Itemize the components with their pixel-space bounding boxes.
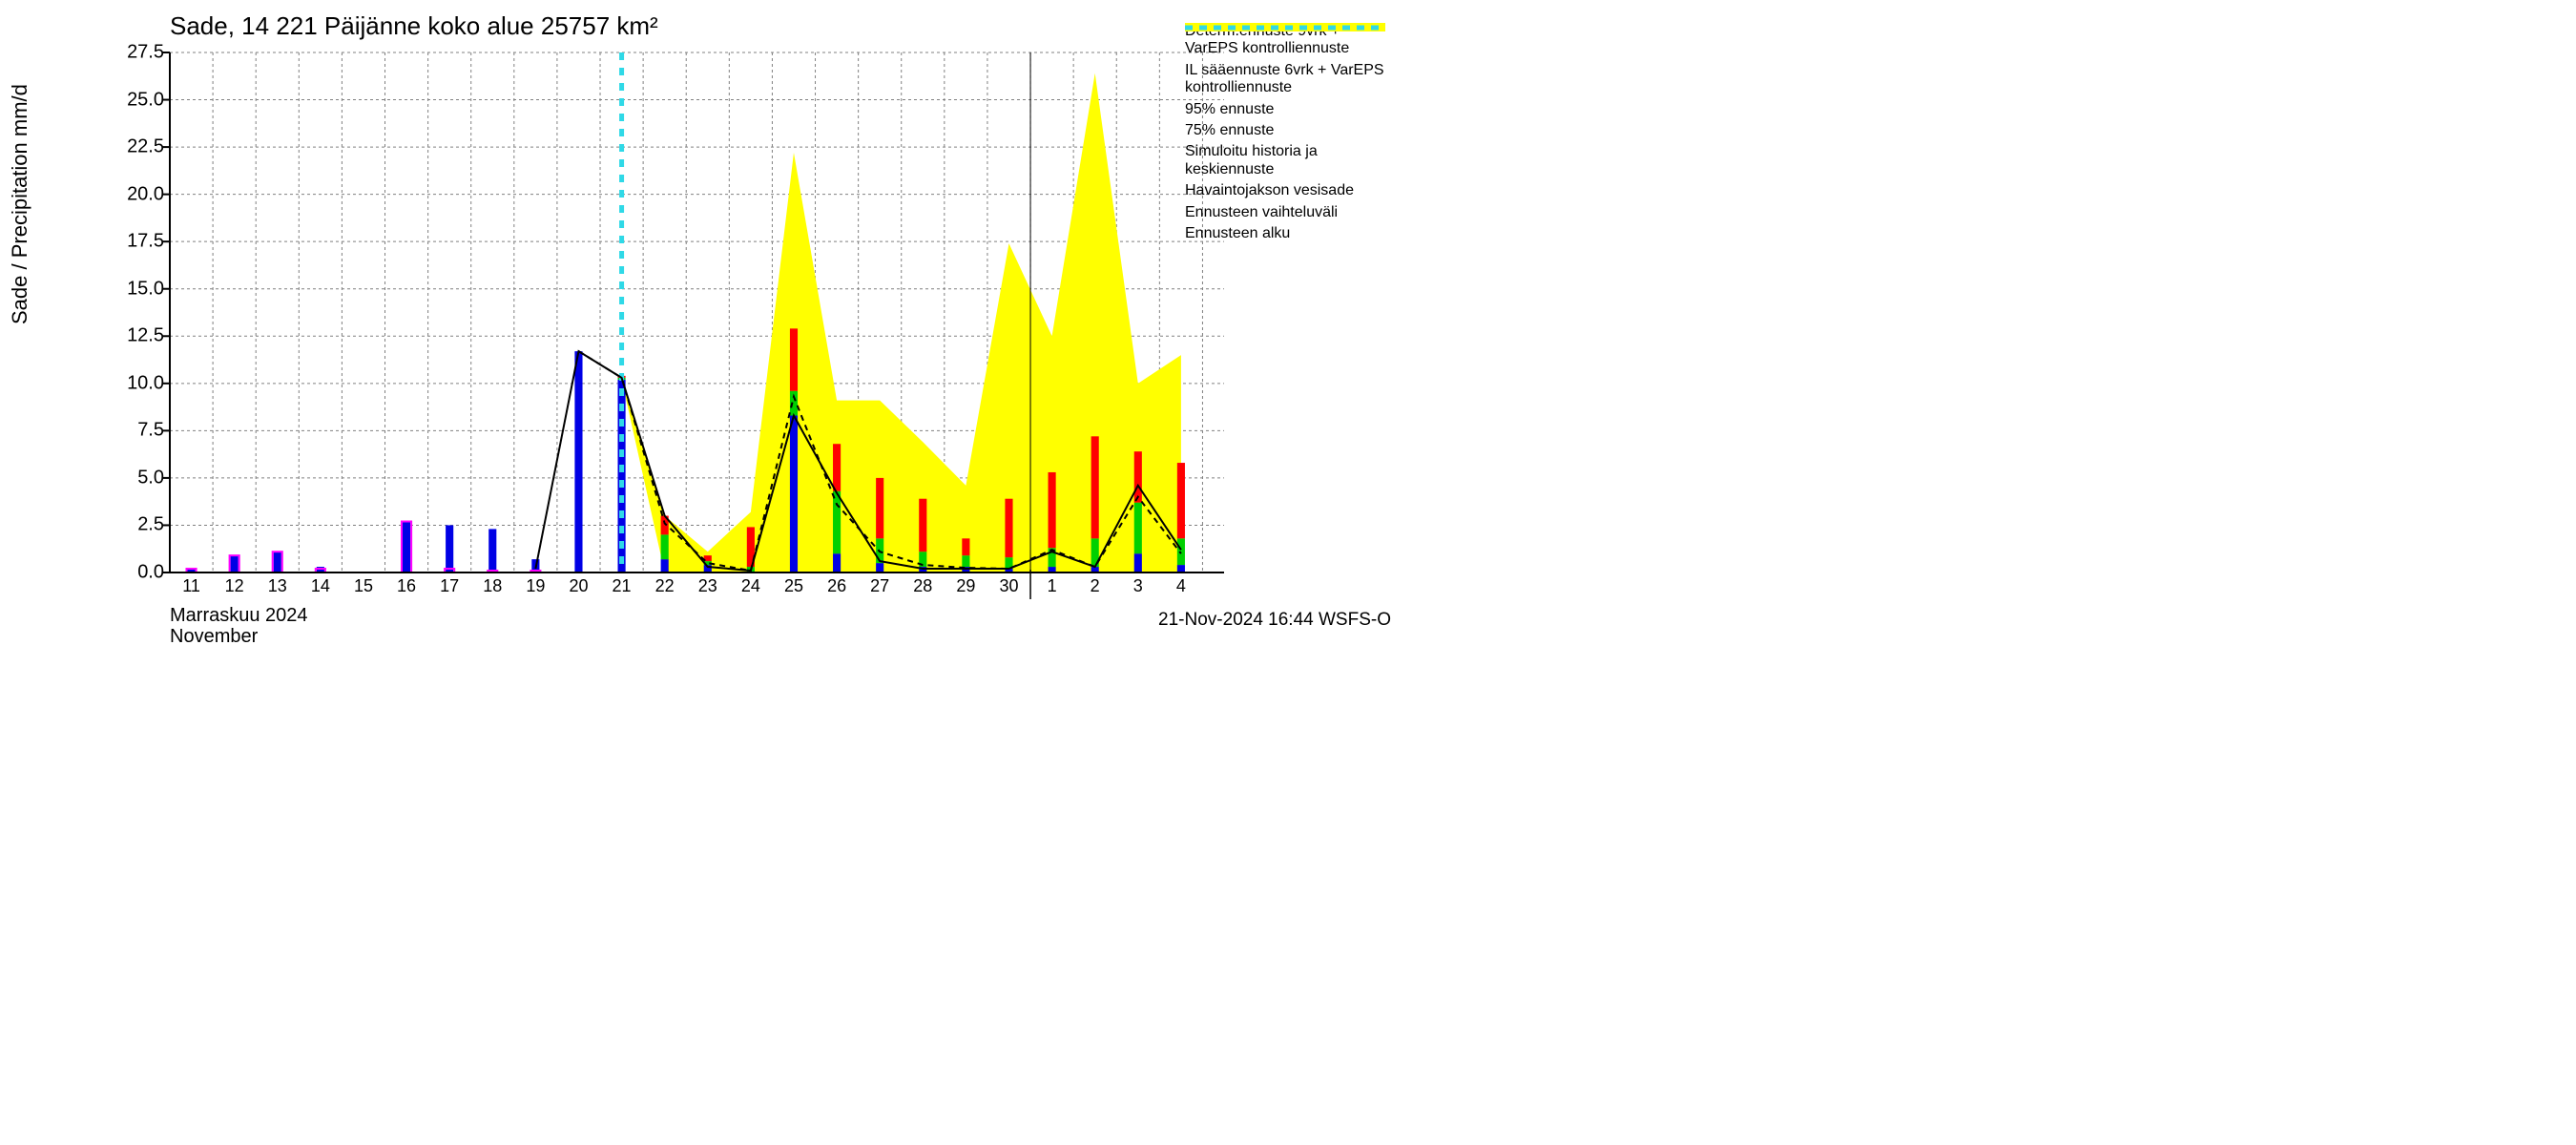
xtick-label: 18 xyxy=(483,576,502,596)
xtick-label: 16 xyxy=(397,576,416,596)
legend-label: IL sääennuste 6vrk + VarEPS kontrollienn… xyxy=(1185,62,1395,97)
ytick-label: 17.5 xyxy=(127,231,164,253)
precipitation-chart: Sade, 14 221 Päijänne koko alue 25757 km… xyxy=(0,0,1402,635)
ytick-label: 25.0 xyxy=(127,89,164,111)
xtick-label: 26 xyxy=(827,576,846,596)
xtick-label: 27 xyxy=(870,576,889,596)
ytick-label: 12.5 xyxy=(127,325,164,347)
legend-item: Ennusteen vaihteluväli xyxy=(1185,204,1395,221)
legend-swatch xyxy=(1185,23,1385,32)
xtick-label: 15 xyxy=(354,576,373,596)
ytick-label: 5.0 xyxy=(137,467,164,489)
ytick-label: 15.0 xyxy=(127,278,164,300)
xtick-label: 23 xyxy=(698,576,717,596)
xtick-label: 25 xyxy=(784,576,803,596)
xtick-label: 3 xyxy=(1133,576,1143,596)
ytick-label: 27.5 xyxy=(127,42,164,64)
xtick-label: 13 xyxy=(268,576,287,596)
legend-label: Simuloitu historia ja keskiennuste xyxy=(1185,143,1395,178)
legend: Determ.ennuste 9vrk + VarEPS kontrollien… xyxy=(1185,23,1395,246)
xtick-label: 2 xyxy=(1091,576,1100,596)
ytick-label: 7.5 xyxy=(137,420,164,442)
legend-label: Ennusteen alku xyxy=(1185,225,1395,242)
month-label-en: November xyxy=(170,626,258,648)
xtick-label: 29 xyxy=(956,576,975,596)
xtick-label: 1 xyxy=(1048,576,1057,596)
xtick-label: 11 xyxy=(182,576,200,596)
xtick-label: 4 xyxy=(1176,576,1186,596)
ytick-label: 22.5 xyxy=(127,136,164,158)
legend-item: IL sääennuste 6vrk + VarEPS kontrollienn… xyxy=(1185,62,1395,97)
ytick-label: 20.0 xyxy=(127,183,164,205)
xtick-label: 14 xyxy=(311,576,330,596)
ytick-label: 0.0 xyxy=(137,562,164,584)
xtick-label: 17 xyxy=(440,576,459,596)
xtick-label: 20 xyxy=(569,576,588,596)
xtick-label: 19 xyxy=(526,576,545,596)
legend-item: 95% ennuste xyxy=(1185,101,1395,118)
legend-item: Havaintojakson vesisade xyxy=(1185,182,1395,199)
xtick-label: 24 xyxy=(741,576,760,596)
ytick-label: 10.0 xyxy=(127,372,164,394)
legend-label: 95% ennuste xyxy=(1185,101,1395,118)
legend-item: 75% ennuste xyxy=(1185,122,1395,139)
xtick-label: 21 xyxy=(613,576,632,596)
xtick-label: 28 xyxy=(913,576,932,596)
ytick-label: 2.5 xyxy=(137,514,164,536)
xtick-label: 12 xyxy=(225,576,244,596)
legend-item: Simuloitu historia ja keskiennuste xyxy=(1185,143,1395,178)
xtick-label: 30 xyxy=(999,576,1018,596)
legend-label: Havaintojakson vesisade xyxy=(1185,182,1395,199)
legend-label: 75% ennuste xyxy=(1185,122,1395,139)
month-label-fi: Marraskuu 2024 xyxy=(170,605,308,627)
xtick-label: 22 xyxy=(655,576,675,596)
legend-item: Ennusteen alku xyxy=(1185,225,1395,242)
footer-timestamp: 21-Nov-2024 16:44 WSFS-O xyxy=(1158,610,1391,631)
legend-label: Ennusteen vaihteluväli xyxy=(1185,204,1395,221)
